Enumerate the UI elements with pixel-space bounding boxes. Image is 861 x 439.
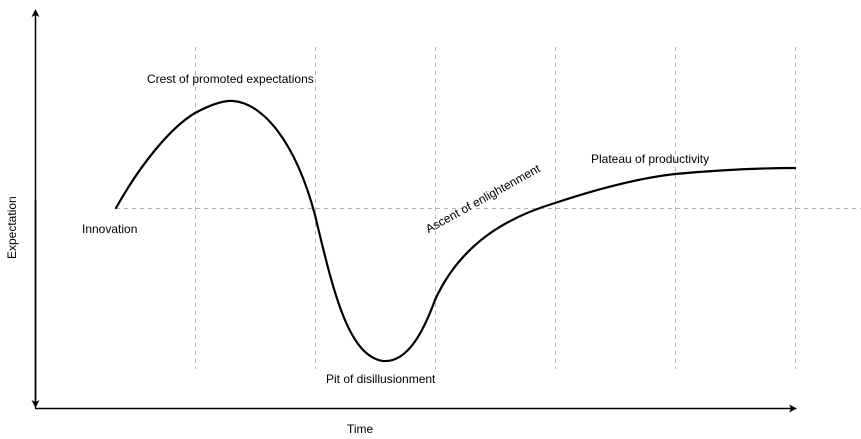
phase-label-crest: Crest of promoted expectations [147, 72, 314, 86]
grid-lines [116, 47, 861, 369]
axes [31, 9, 797, 413]
y-axis-label: Expectation [5, 196, 19, 259]
x-axis-label: Time [347, 422, 374, 436]
phase-label-innovation: Innovation [82, 222, 138, 236]
hype-curve [114, 99, 797, 363]
phase-label-pit: Pit of disillusionment [326, 372, 436, 386]
phase-label-plateau: Plateau of productivity [591, 152, 710, 166]
